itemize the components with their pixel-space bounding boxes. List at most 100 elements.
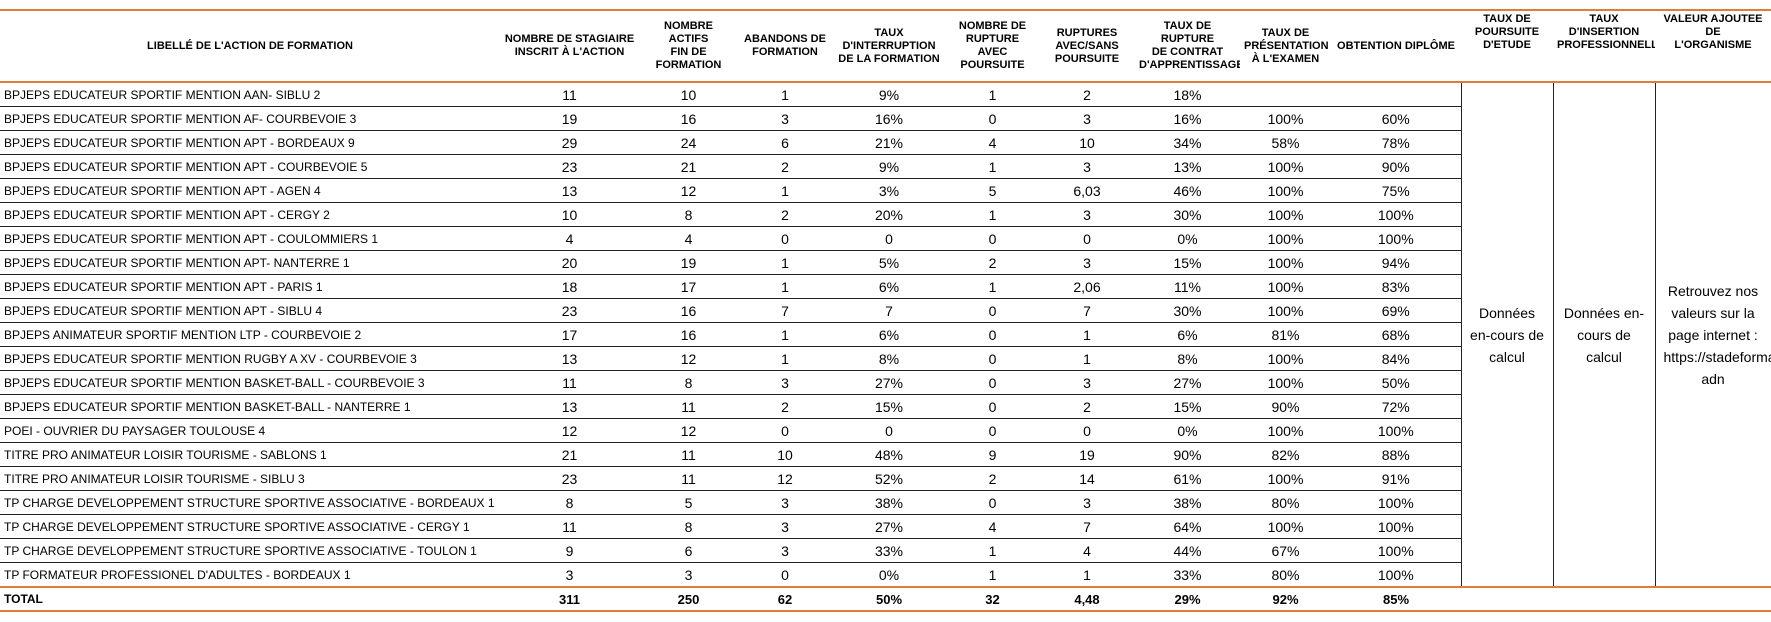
empty-cell [1461, 586, 1771, 612]
cell: 0 [832, 226, 946, 251]
cell: 13 [500, 346, 639, 371]
total-label: TOTAL [0, 586, 500, 612]
action-label: BPJEPS EDUCATEUR SPORTIF MENTION APT - B… [0, 130, 500, 155]
cell: 1 [946, 154, 1039, 179]
cell: 16% [832, 106, 946, 131]
cell: 100% [1331, 226, 1461, 251]
cell: 4 [1039, 538, 1135, 563]
cell: 3% [832, 178, 946, 203]
cell: 75% [1331, 178, 1461, 203]
cell: 10 [738, 442, 832, 467]
cell: 1 [946, 562, 1039, 588]
cell: 13% [1135, 154, 1240, 179]
cell: 6 [639, 538, 738, 563]
cell: 29 [500, 130, 639, 155]
cell: 11 [500, 82, 639, 107]
cell: 5% [832, 250, 946, 275]
cell: 12 [738, 466, 832, 491]
cell: 19 [500, 106, 639, 131]
cell: 3 [1039, 490, 1135, 515]
table-row: BPJEPS EDUCATEUR SPORTIF MENTION BASKET-… [0, 394, 1771, 419]
column-header: VALEUR AJOUTEE DE L'ORGANISME [1655, 9, 1771, 83]
cell: 1 [738, 274, 832, 299]
action-label: BPJEPS EDUCATEUR SPORTIF MENTION APT - C… [0, 226, 500, 251]
table-row: BPJEPS ANIMATEUR SPORTIF MENTION LTP - C… [0, 322, 1771, 347]
cell: 72% [1331, 394, 1461, 419]
cell: 12 [500, 418, 639, 443]
cell: 100% [1240, 250, 1331, 275]
cell: 0 [1039, 418, 1135, 443]
cell: 2,06 [1039, 274, 1135, 299]
cell: 67% [1240, 538, 1331, 563]
cell: 21% [832, 130, 946, 155]
empty-cell [1240, 82, 1331, 107]
cell: 68% [1331, 322, 1461, 347]
action-label: BPJEPS EDUCATEUR SPORTIF MENTION AAN- SI… [0, 82, 500, 107]
cell: 6% [832, 274, 946, 299]
cell: 1 [946, 82, 1039, 107]
action-label: BPJEPS EDUCATEUR SPORTIF MENTION APT - S… [0, 298, 500, 323]
cell: 12 [639, 178, 738, 203]
cell: 0 [832, 418, 946, 443]
cell: 21 [639, 154, 738, 179]
table-row: BPJEPS EDUCATEUR SPORTIF MENTION APT - C… [0, 154, 1771, 179]
cell: 0 [946, 418, 1039, 443]
cell: 3 [738, 490, 832, 515]
cell: 7 [1039, 298, 1135, 323]
cell: 100% [1331, 538, 1461, 563]
cell: 11 [639, 394, 738, 419]
cell: 0 [1039, 226, 1135, 251]
column-header: TAUX D'INSERTION PROFESSIONNELLE [1553, 9, 1655, 83]
cell: 3 [639, 562, 738, 588]
cell: 3 [1039, 154, 1135, 179]
cell: 7 [832, 298, 946, 323]
action-label: TITRE PRO ANIMATEUR LOISIR TOURISME - SI… [0, 466, 500, 491]
cell: 100% [1240, 370, 1331, 395]
table-row: BPJEPS EDUCATEUR SPORTIF MENTION RUGBY A… [0, 346, 1771, 371]
cell: 0 [946, 226, 1039, 251]
cell: 23 [500, 154, 639, 179]
cell: 100% [1331, 562, 1461, 588]
cell: 100% [1331, 202, 1461, 227]
cell: 1 [946, 538, 1039, 563]
cell: 18 [500, 274, 639, 299]
cell: 0 [738, 418, 832, 443]
cell: 0% [832, 562, 946, 588]
cell: 6 [738, 130, 832, 155]
cell: 10 [500, 202, 639, 227]
action-label: TP CHARGE DEVELOPPEMENT STRUCTURE SPORTI… [0, 514, 500, 539]
total-cell: 4,48 [1039, 586, 1135, 612]
column-header: NOMBRE DE RUPTURE AVEC POURSUITE [946, 9, 1039, 83]
cell: 46% [1135, 178, 1240, 203]
total-row: TOTAL 311 250 62 50% 32 4,48 29% 92% 85% [0, 586, 1771, 612]
cell: 11 [639, 466, 738, 491]
cell: 13 [500, 178, 639, 203]
table-row: BPJEPS EDUCATEUR SPORTIF MENTION APT - C… [0, 202, 1771, 227]
cell: 3 [500, 562, 639, 588]
column-header: NOMBRE ACTIFS FIN DE FORMATION [639, 9, 738, 83]
cell: 0 [946, 346, 1039, 371]
cell: 9 [946, 442, 1039, 467]
cell: 84% [1331, 346, 1461, 371]
total-cell: 32 [946, 586, 1039, 612]
cell: 61% [1135, 466, 1240, 491]
cell: 2 [738, 394, 832, 419]
cell: 15% [1135, 394, 1240, 419]
cell: 100% [1240, 202, 1331, 227]
column-header: NOMBRE DE STAGIAIRE INSCRIT À L'ACTION [500, 9, 639, 83]
cell: 9% [832, 154, 946, 179]
cell: 4 [639, 226, 738, 251]
cell: 2 [738, 154, 832, 179]
action-label: TITRE PRO ANIMATEUR LOISIR TOURISME - SA… [0, 442, 500, 467]
cell: 0 [946, 394, 1039, 419]
action-label: BPJEPS EDUCATEUR SPORTIF MENTION AF- COU… [0, 106, 500, 131]
action-label: TP FORMATEUR PROFESSIONEL D'ADULTES - BO… [0, 562, 500, 588]
cell: 7 [1039, 514, 1135, 539]
cell: 6,03 [1039, 178, 1135, 203]
cell: 1 [946, 202, 1039, 227]
table-row: BPJEPS EDUCATEUR SPORTIF MENTION APT - C… [0, 226, 1771, 251]
table-row: TP FORMATEUR PROFESSIONEL D'ADULTES - BO… [0, 562, 1771, 588]
cell: 30% [1135, 298, 1240, 323]
table-row: BPJEPS EDUCATEUR SPORTIF MENTION AAN- SI… [0, 81, 1771, 588]
action-label: BPJEPS ANIMATEUR SPORTIF MENTION LTP - C… [0, 322, 500, 347]
